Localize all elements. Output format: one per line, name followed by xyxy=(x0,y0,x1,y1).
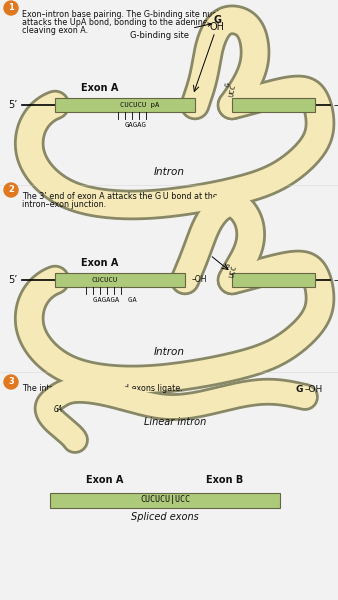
FancyBboxPatch shape xyxy=(232,98,315,112)
Text: The intron is released, and exons ligate.: The intron is released, and exons ligate… xyxy=(22,384,183,393)
Text: Intron: Intron xyxy=(153,347,185,357)
Text: Exon A: Exon A xyxy=(86,475,124,485)
Text: Exon B: Exon B xyxy=(249,258,287,268)
Text: Spliced exons: Spliced exons xyxy=(131,512,199,522)
Text: Linear intron: Linear intron xyxy=(144,417,206,427)
Text: 5’: 5’ xyxy=(9,275,18,285)
Text: –3’: –3’ xyxy=(334,275,338,285)
Text: attacks the UpA bond, bonding to the adenine and: attacks the UpA bond, bonding to the ade… xyxy=(22,18,225,27)
Text: Exon–intron base pairing. The G-binding site nucleotide: Exon–intron base pairing. The G-binding … xyxy=(22,10,244,19)
FancyBboxPatch shape xyxy=(232,273,315,287)
Text: The 3’ end of exon A attacks the G U bond at the: The 3’ end of exon A attacks the G U bon… xyxy=(22,192,218,201)
Text: –3’: –3’ xyxy=(334,100,338,110)
Text: 1: 1 xyxy=(8,4,14,13)
Text: UCC: UCC xyxy=(228,264,238,278)
Text: CUCUCU|UCC: CUCUCU|UCC xyxy=(140,496,190,505)
Text: GAGAG: GAGAG xyxy=(125,122,147,128)
Text: OH: OH xyxy=(210,22,224,32)
Text: Exon B: Exon B xyxy=(249,83,287,93)
Text: CUCUCU pA: CUCUCU pA xyxy=(120,102,160,108)
Text: GAGAGA  GA: GAGAGA GA xyxy=(93,297,137,303)
Text: –OH: –OH xyxy=(305,385,323,395)
Text: 5’: 5’ xyxy=(9,100,18,110)
Text: CUCUCU: CUCUCU xyxy=(92,277,118,283)
Text: G: G xyxy=(213,15,221,25)
Text: UCC: UCC xyxy=(229,83,237,97)
Text: 3: 3 xyxy=(8,377,14,386)
Text: cleaving exon A.: cleaving exon A. xyxy=(22,26,88,35)
Text: 2: 2 xyxy=(8,185,14,194)
Text: Exon A: Exon A xyxy=(81,258,119,268)
FancyBboxPatch shape xyxy=(55,98,195,112)
Text: –OH: –OH xyxy=(192,275,208,284)
Text: Intron: Intron xyxy=(153,167,185,177)
Text: G: G xyxy=(296,385,303,395)
Text: Exon B: Exon B xyxy=(207,475,244,485)
FancyBboxPatch shape xyxy=(50,493,280,508)
FancyBboxPatch shape xyxy=(55,273,185,287)
Text: intron–exon junction.: intron–exon junction. xyxy=(22,200,106,209)
Circle shape xyxy=(4,375,18,389)
Text: G-binding site: G-binding site xyxy=(130,23,211,40)
Circle shape xyxy=(4,183,18,197)
Circle shape xyxy=(4,1,18,15)
Text: Exon A: Exon A xyxy=(81,83,119,93)
Text: GA: GA xyxy=(53,404,63,413)
Text: G: G xyxy=(225,82,231,88)
Text: G: G xyxy=(224,262,232,268)
